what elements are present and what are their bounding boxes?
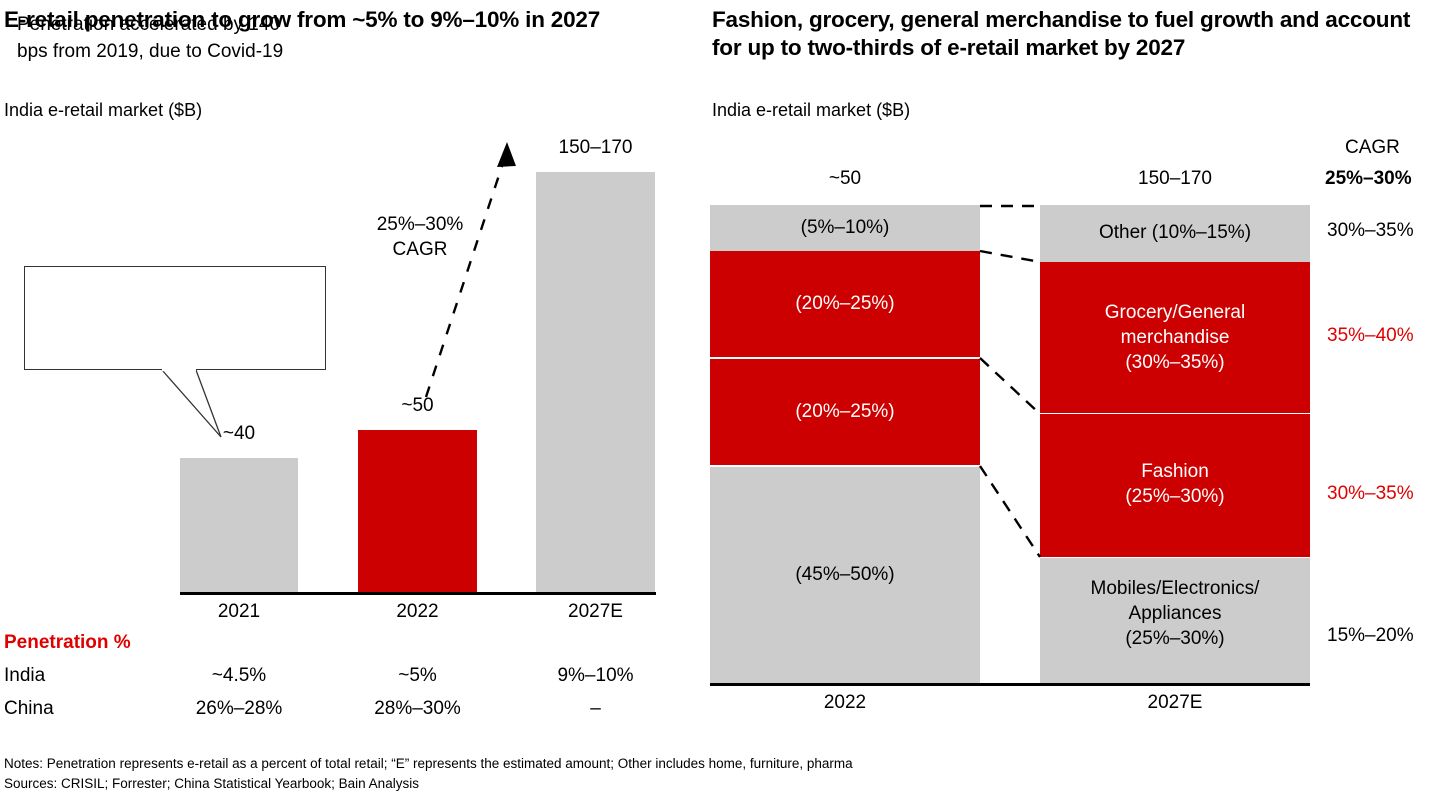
callout-box (24, 266, 326, 370)
cell-china-2021: 26%–28% (195, 698, 283, 719)
footer-notes-line: Notes: Penetration represents e-retail a… (4, 756, 853, 771)
cagr-value-fashion: 30%–35% (1327, 483, 1414, 504)
cell-china-2022: 28%–30% (374, 698, 461, 719)
left-chart-panel: E-retail penetration to grow from ~5% to… (0, 0, 700, 810)
segment-2022-grocery[interactable]: (20%–25%) (710, 251, 980, 357)
bar-value-label-2021: ~40 (222, 423, 256, 444)
right-panel-subtitle: India e-retail market ($B) (712, 100, 911, 120)
segment-2027e-grocery-label-2: merchandise (1120, 327, 1230, 348)
penetration-section-header: Penetration % (4, 632, 131, 653)
segment-2027e-mobiles-label-3: (25%–30%) (1125, 628, 1225, 649)
bar-value-label-2027e: 150–170 (558, 137, 633, 158)
left-panel-title: E-retail penetration to grow from ~5% to… (4, 7, 601, 32)
segment-2027e-mobiles[interactable]: Mobiles/Electronics/ Appliances (25%–30%… (1040, 558, 1310, 683)
cell-india-2027e: 9%–10% (557, 665, 634, 686)
segment-2027e-other[interactable]: Other (10%–15%) (1040, 205, 1310, 262)
category-label-2022: 2022 (396, 601, 439, 622)
right-chart-panel: Fashion, grocery, general merchandise to… (700, 0, 1440, 810)
segment-2022-fashion-label: (20%–25%) (795, 401, 895, 422)
segment-2027e-mobiles-label-2: Appliances (1128, 603, 1222, 624)
right-chart-axis-line (710, 683, 1310, 686)
left-panel-subtitle: India e-retail market ($B) (4, 100, 203, 120)
segment-2027e-grocery-label-1: Grocery/General (1104, 302, 1246, 323)
segment-2022-grocery-label: (20%–25%) (795, 293, 895, 314)
segment-2022-mobiles-label: (45%–50%) (795, 564, 895, 585)
category-label-2021: 2021 (217, 601, 261, 622)
cagr-annotation-line1: 25%–30% (376, 214, 464, 235)
cagr-annotation-line2: CAGR (392, 239, 448, 260)
bar-2021[interactable] (180, 458, 298, 592)
cell-china-2027e: – (590, 698, 601, 719)
cagr-value-mobiles: 15%–20% (1327, 625, 1414, 646)
stack-total-2027e: 150–170 (1138, 168, 1212, 189)
bar-2022[interactable] (358, 430, 477, 592)
cagr-column-header: CAGR (1345, 137, 1400, 158)
segment-2027e-fashion[interactable]: Fashion (25%–30%) (1040, 414, 1310, 557)
footer-notes: Notes: Penetration represents e-retail a… (4, 754, 853, 794)
segment-2027e-other-label: Other (10%–15%) (1098, 222, 1252, 243)
right-category-label-2022: 2022 (823, 692, 867, 713)
segment-2027e-mobiles-label-1: Mobiles/Electronics/ (1090, 578, 1260, 599)
footer-sources-line: Sources: CRISIL; Forrester; China Statis… (4, 776, 419, 791)
category-label-2027e: 2027E (568, 601, 623, 622)
left-chart-axis-line (180, 592, 656, 595)
bar-2027e[interactable] (536, 172, 655, 592)
row-label-india: India (4, 665, 46, 686)
stack-total-2022: ~50 (828, 168, 862, 189)
segment-2022-mobiles[interactable]: (45%–50%) (710, 467, 980, 683)
bar-value-label-2022: ~50 (401, 395, 434, 416)
cell-india-2021: ~4.5% (211, 665, 267, 686)
segment-2027e-fashion-label-1: Fashion (1141, 461, 1209, 482)
segment-2027e-grocery-label-3: (30%–35%) (1125, 352, 1225, 373)
cagr-value-grocery: 35%–40% (1327, 325, 1414, 346)
cell-india-2022: ~5% (398, 665, 437, 686)
cagr-column-total: 25%–30% (1325, 168, 1412, 189)
segment-2022-other[interactable]: (5%–10%) (710, 205, 980, 251)
segment-2027e-fashion-label-2: (25%–30%) (1125, 486, 1225, 507)
right-category-label-2027e: 2027E (1147, 692, 1203, 713)
row-label-china: China (4, 698, 54, 719)
segment-2022-other-label: (5%–10%) (800, 217, 890, 238)
segment-2027e-grocery[interactable]: Grocery/General merchandise (30%–35%) (1040, 262, 1310, 413)
segment-2022-fashion[interactable]: (20%–25%) (710, 359, 980, 465)
cagr-value-other: 30%–35% (1327, 220, 1414, 241)
right-panel-title: Fashion, grocery, general merchandise to… (712, 7, 1411, 60)
callout-text: Penetration accelerated by 140 bps from … (17, 14, 284, 62)
